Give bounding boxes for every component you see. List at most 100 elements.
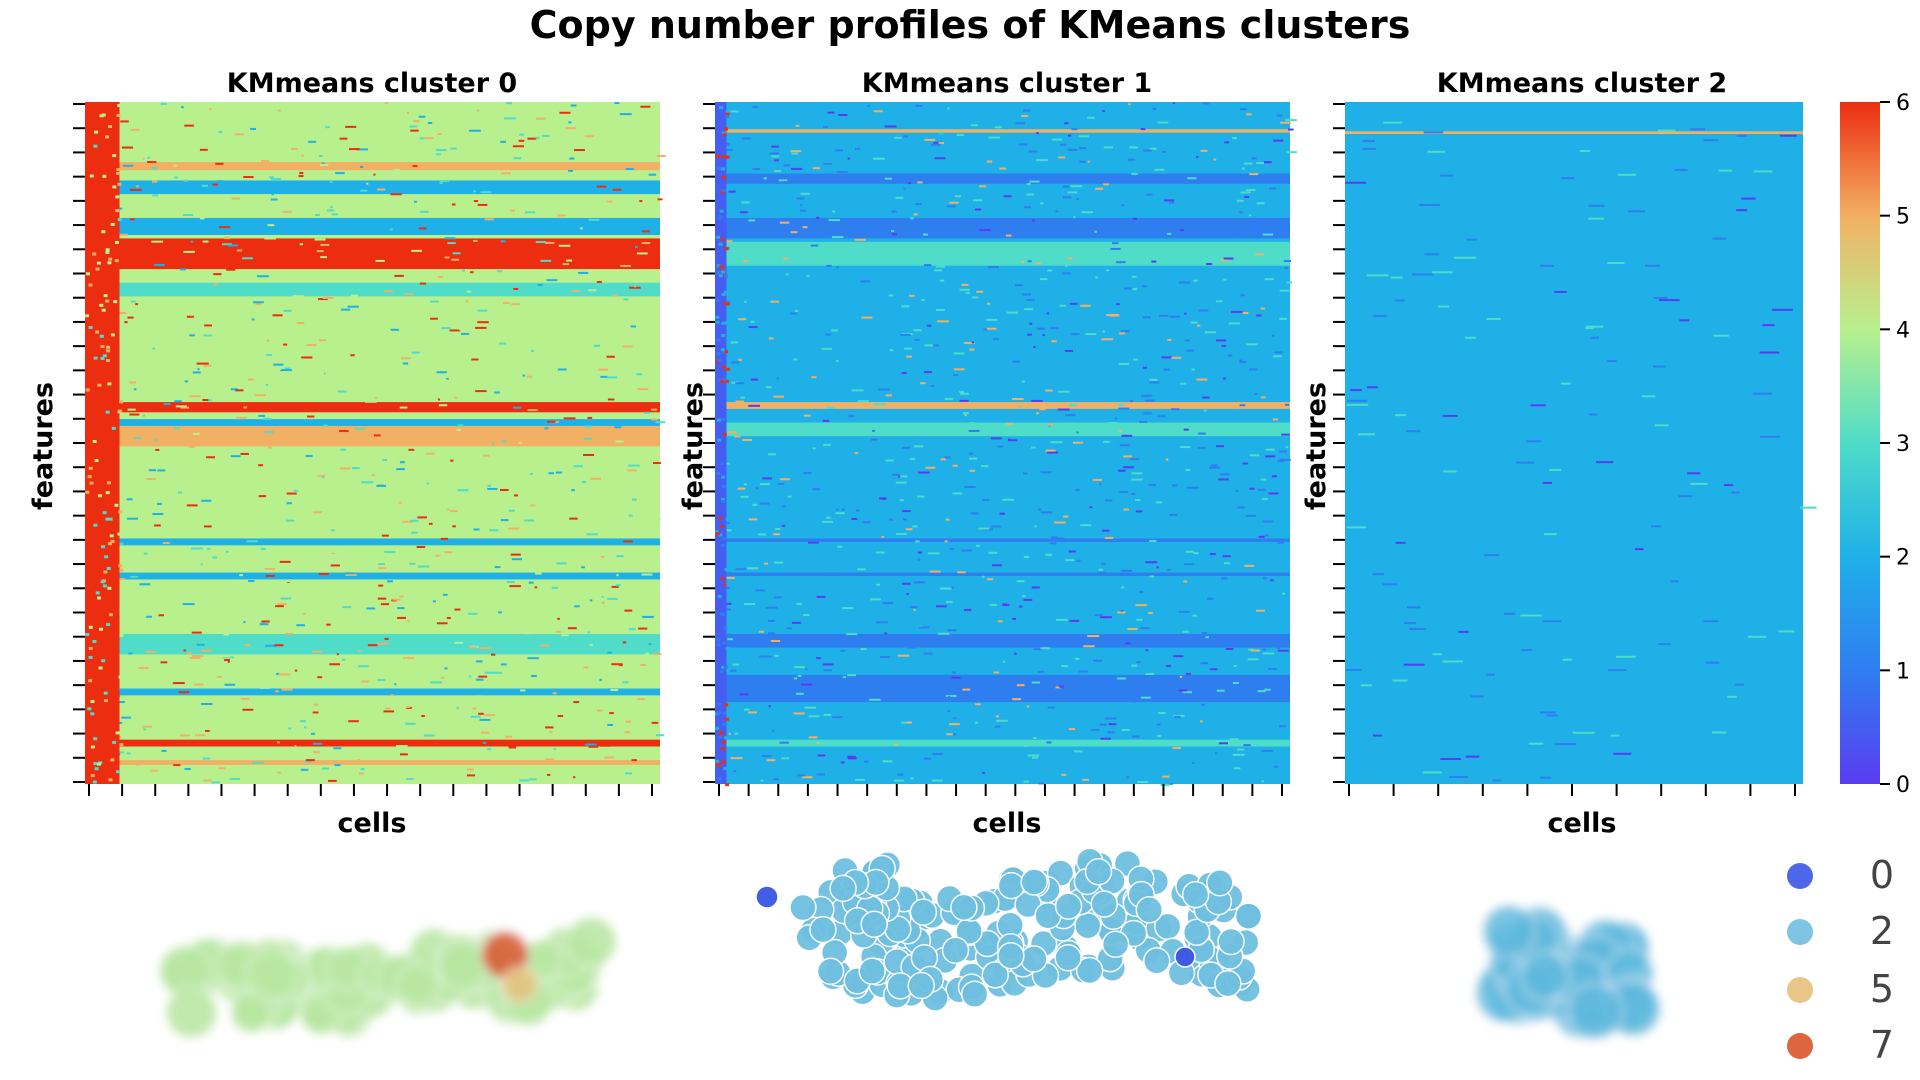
- heatmap-cell: [725, 646, 730, 650]
- heatmap-cell: [987, 578, 994, 581]
- heatmap-cell: [721, 365, 726, 369]
- heatmap-cell: [530, 349, 534, 352]
- heatmap-cell: [254, 394, 266, 397]
- heatmap-cell: [637, 698, 645, 701]
- heatmap-cell: [330, 564, 340, 567]
- heatmap-cell: [335, 172, 345, 175]
- heatmap-cell: [196, 463, 207, 466]
- heatmap-cell: [467, 768, 474, 771]
- heatmap-cell: [1703, 139, 1719, 142]
- heatmap-cell: [213, 273, 222, 276]
- heatmap-cell: [1261, 497, 1268, 500]
- heatmap-cell: [1540, 264, 1554, 267]
- heatmap-cell: [411, 351, 420, 354]
- heatmap-cell: [764, 693, 772, 696]
- heatmap-cell: [105, 410, 110, 414]
- heatmap-cell: [231, 451, 239, 454]
- heatmap-cell: [921, 298, 925, 301]
- heatmap-cell: [1246, 189, 1256, 192]
- heatmap-band: [715, 538, 1290, 542]
- heatmap-cell: [721, 500, 726, 504]
- embedding-point: [860, 910, 888, 939]
- heatmap-cell: [1113, 684, 1124, 687]
- heatmap-cell: [637, 388, 649, 391]
- heatmap-cell: [1465, 336, 1477, 339]
- figure-title: Copy number profiles of KMeans clusters: [530, 3, 1411, 47]
- heatmap-cell: [312, 711, 319, 714]
- heatmap-cell: [881, 535, 885, 538]
- heatmap-cell: [107, 586, 112, 590]
- heatmap-cell: [350, 354, 355, 357]
- heatmap-cell: [1100, 178, 1103, 181]
- heatmap-cell: [725, 367, 730, 371]
- heatmap-cell: [1035, 132, 1039, 135]
- heatmap-cell: [1114, 417, 1117, 420]
- heatmap-cell: [607, 723, 614, 726]
- heatmap-cell: [724, 290, 729, 294]
- heatmap-cell: [1140, 128, 1146, 131]
- heatmap-cell: [1232, 753, 1245, 756]
- heatmap-cell: [562, 263, 570, 266]
- heatmap-cell: [1128, 103, 1131, 106]
- heatmap-cell: [526, 375, 533, 378]
- embedding-point: [1217, 927, 1245, 956]
- heatmap-cell: [151, 180, 158, 183]
- heatmap-cell: [720, 348, 725, 352]
- heatmap-cell: [1346, 403, 1369, 406]
- heatmap-cell: [512, 406, 522, 409]
- heatmap-cell: [969, 421, 975, 424]
- heatmap-cell: [932, 752, 943, 755]
- heatmap-cell: [194, 683, 204, 686]
- heatmap-cell: [1249, 173, 1259, 176]
- heatmap-cell: [345, 573, 357, 576]
- heatmap-cell: [236, 416, 247, 419]
- heatmap-cell: [1200, 703, 1206, 706]
- heatmap-cell: [965, 291, 970, 294]
- heatmap-cell: [1132, 288, 1138, 291]
- heatmap-cell: [547, 420, 556, 423]
- heatmap-cell: [1588, 217, 1604, 220]
- heatmap-cell: [635, 320, 643, 323]
- heatmap-cell: [1120, 586, 1125, 589]
- heatmap-cell: [444, 237, 456, 240]
- heatmap-cell: [1276, 114, 1283, 117]
- heatmap-cell: [768, 337, 774, 340]
- heatmap-cell: [1138, 590, 1144, 593]
- heatmap-cell: [1135, 499, 1141, 502]
- heatmap-cell: [1248, 214, 1252, 217]
- heatmap-cell: [470, 715, 481, 718]
- heatmap-cell: [308, 493, 315, 496]
- heatmap-cell: [885, 459, 894, 462]
- heatmap-cell: [803, 471, 812, 474]
- heatmap-cell: [1257, 488, 1266, 491]
- heatmap-cell: [600, 375, 608, 378]
- heatmap-cell: [283, 309, 292, 312]
- heatmap-cell: [1055, 210, 1059, 213]
- heatmap-cell: [1650, 525, 1662, 528]
- heatmap-cell: [1526, 440, 1542, 443]
- heatmap-cell: [482, 741, 486, 744]
- heatmap-cell: [93, 356, 98, 360]
- heatmap-cell: [1277, 649, 1289, 652]
- heatmap-cell: [107, 261, 112, 265]
- heatmap-cell: [88, 655, 93, 659]
- heatmap-cell: [435, 554, 441, 557]
- heatmap-cell: [1069, 619, 1080, 622]
- heatmap-cell: [313, 742, 323, 745]
- heatmap-cell: [205, 729, 210, 732]
- heatmap-cell: [1129, 458, 1140, 461]
- heatmap-cell: [783, 257, 789, 260]
- heatmap-cell: [1278, 725, 1286, 728]
- heatmap-cell: [500, 240, 506, 243]
- heatmap-cell: [1197, 446, 1206, 449]
- heatmap-cell: [1112, 242, 1119, 245]
- heatmap-band: [715, 633, 1290, 648]
- heatmap-cell: [622, 681, 629, 684]
- heatmap-cell: [100, 345, 105, 349]
- heatmap-cell: [1039, 408, 1046, 411]
- heatmap-cell: [440, 537, 449, 540]
- heatmap-cell: [1572, 731, 1595, 734]
- heatmap-cell: [85, 388, 90, 392]
- heatmap-cell: [624, 631, 633, 634]
- heatmap-cell: [913, 213, 918, 216]
